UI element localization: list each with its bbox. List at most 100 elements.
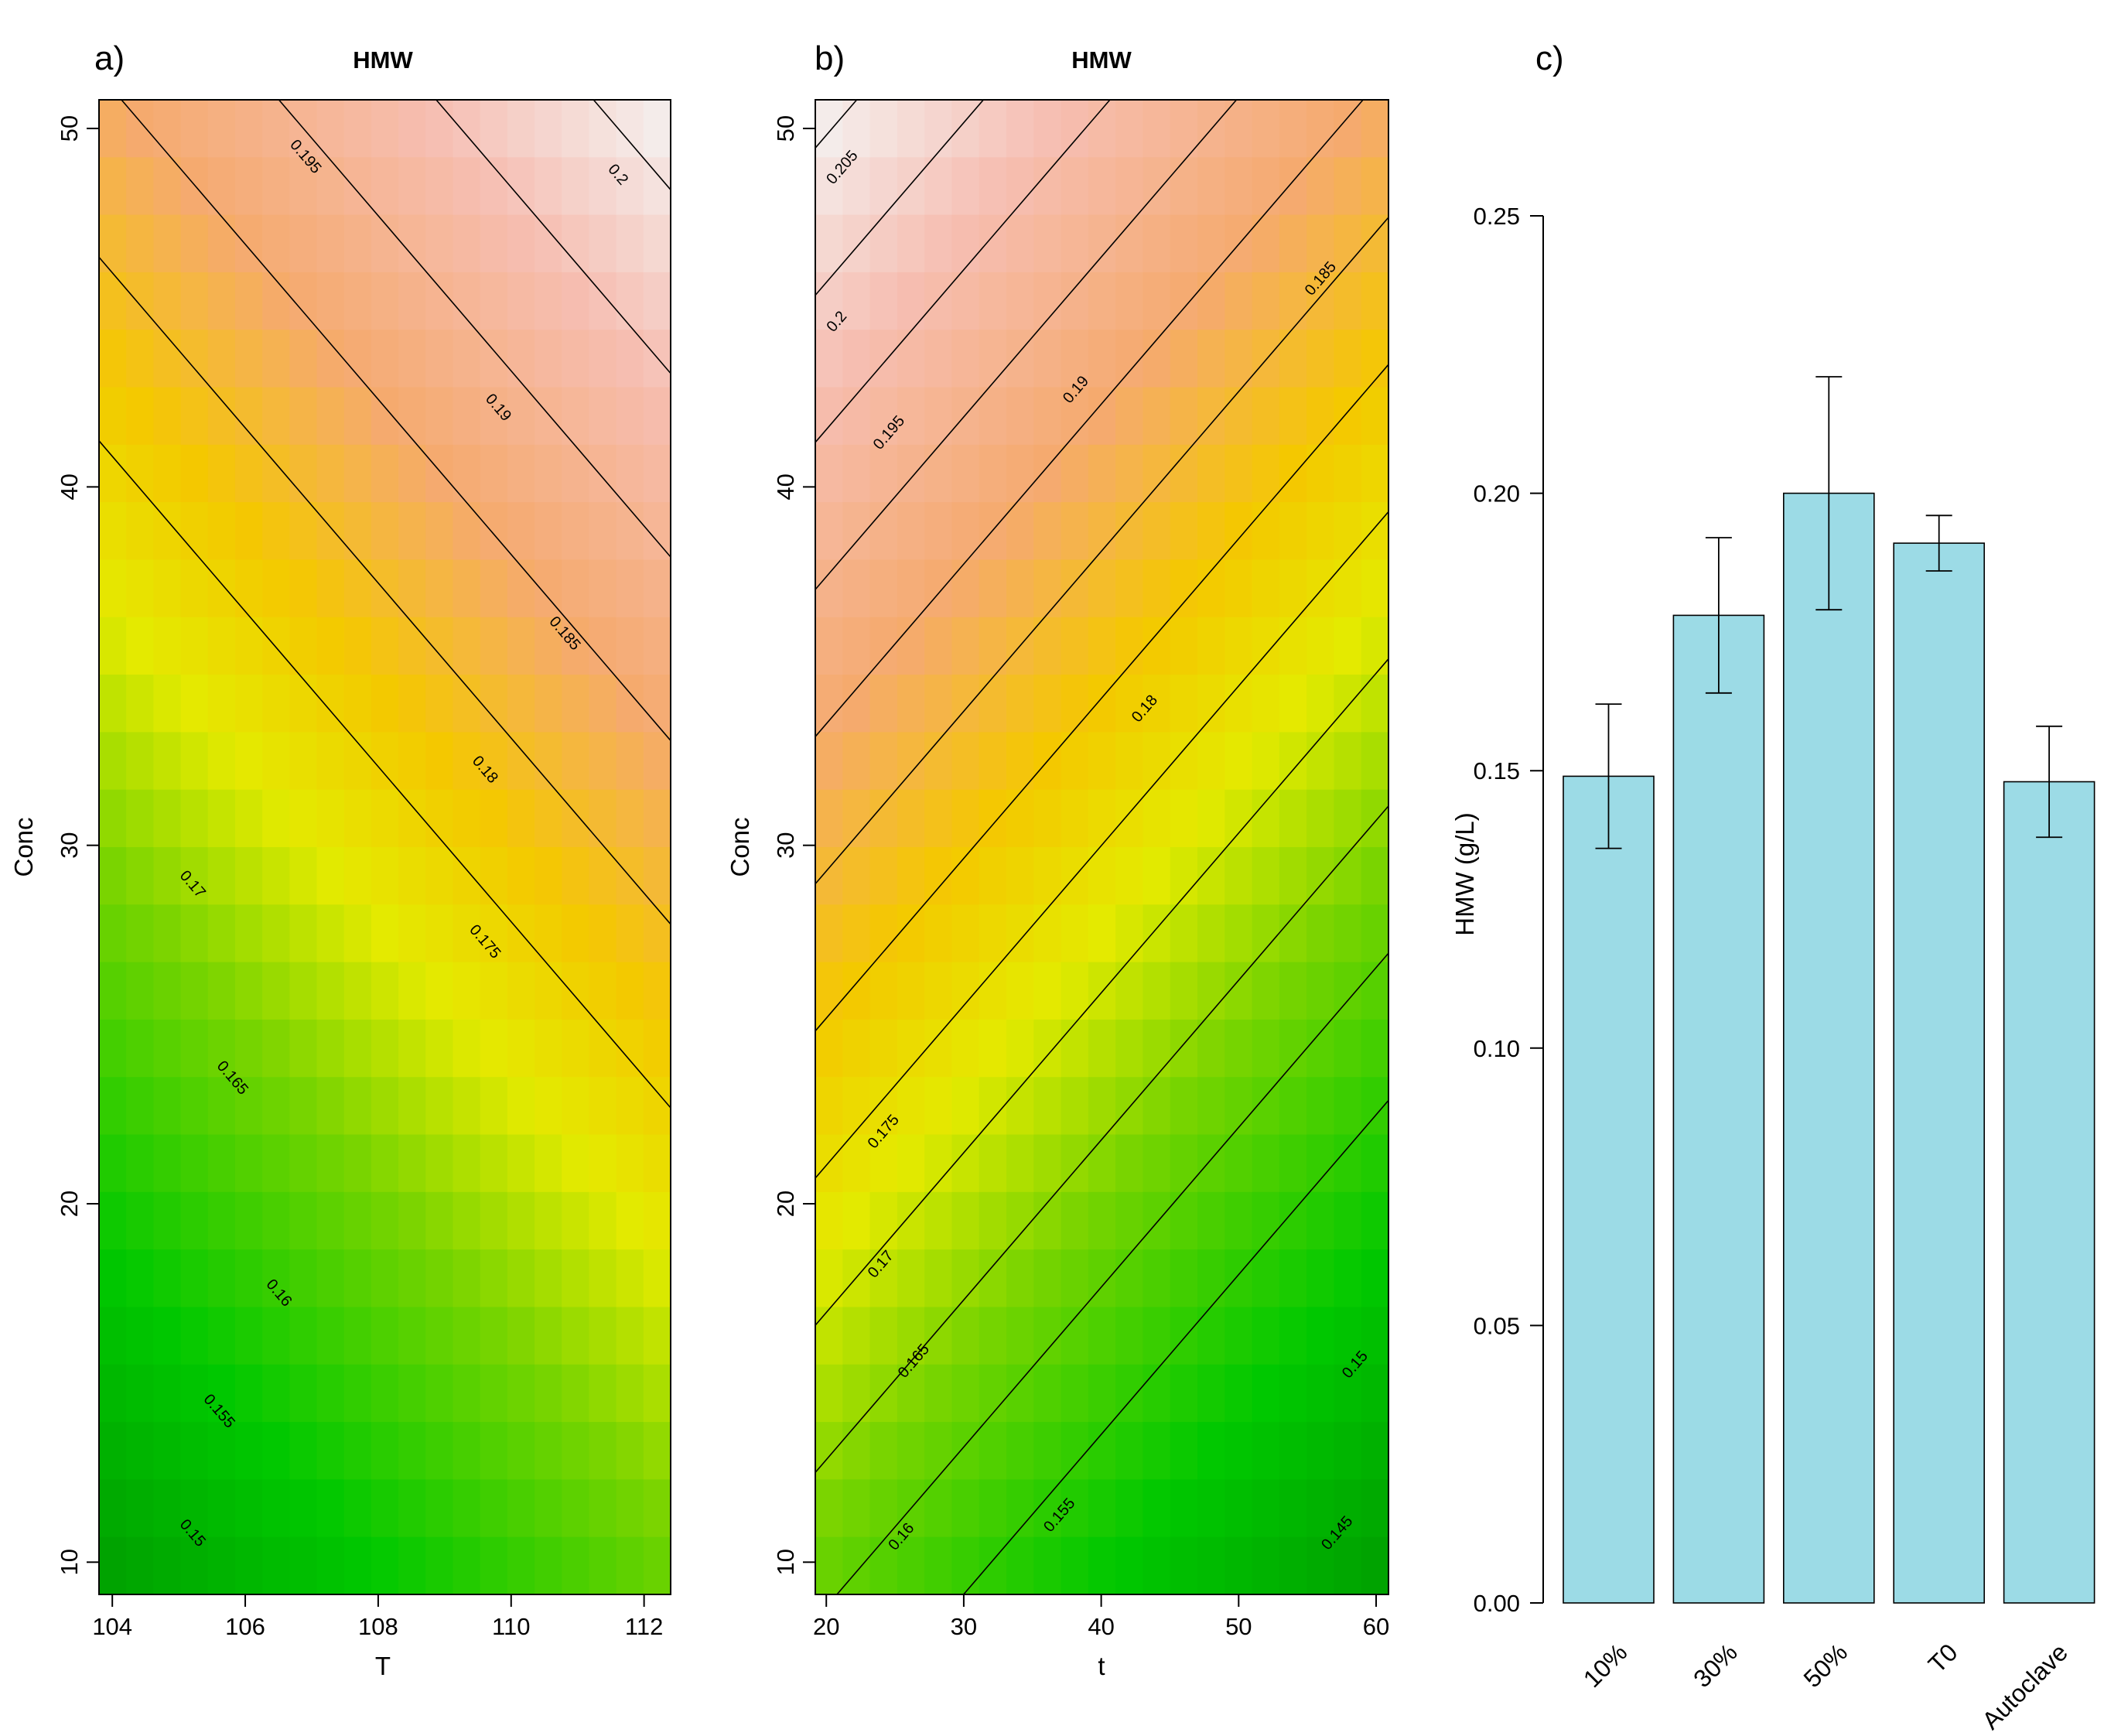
heat-cell [1361, 157, 1389, 216]
heat-cell [1334, 559, 1362, 618]
heat-cell [643, 1191, 671, 1250]
heat-cell [425, 847, 454, 906]
heat-cell [924, 1077, 953, 1136]
heat-cell [126, 502, 155, 561]
heat-cell [1088, 444, 1116, 503]
heat-cell [425, 502, 454, 561]
heat-cell [126, 1249, 155, 1308]
heat-cell [1334, 1536, 1362, 1595]
heat-cell [207, 214, 236, 273]
heat-cell [507, 1134, 535, 1193]
heat-cell [153, 1249, 182, 1308]
heat-cell [1061, 962, 1089, 1020]
heat-cell [343, 1249, 372, 1308]
heat-cell [1115, 675, 1144, 733]
heat-cell [153, 1422, 182, 1481]
heat-cell [562, 100, 590, 159]
heat-cell [1224, 1134, 1253, 1193]
heat-cell [1170, 1364, 1198, 1423]
heat-cell [1306, 444, 1335, 503]
heat-cell [951, 962, 980, 1020]
heat-cell [398, 1364, 427, 1423]
heat-cell [207, 1019, 236, 1078]
contour-line [593, 99, 671, 190]
heat-cell [343, 1307, 372, 1365]
heat-cell [589, 444, 617, 503]
heat-cell [1361, 1077, 1389, 1136]
heat-cell [289, 962, 318, 1020]
heat-cell [371, 1019, 399, 1078]
panel-c-bars [1563, 492, 2095, 1604]
heat-cell [589, 617, 617, 675]
heat-cell [371, 559, 399, 618]
heat-cell [234, 675, 263, 733]
heat-cell [371, 1479, 399, 1538]
heat-cell [897, 1249, 925, 1308]
x-tick-label: 106 [225, 1613, 265, 1640]
heat-cell [289, 1479, 318, 1538]
heat-cell [262, 444, 291, 503]
heat-cell [1143, 1364, 1171, 1423]
heat-cell [343, 502, 372, 561]
heat-cell [815, 502, 844, 561]
heat-cell [153, 1364, 182, 1423]
heat-cell [924, 904, 953, 963]
heat-cell [1088, 675, 1116, 733]
heat-cell [842, 1422, 871, 1481]
heat-cell [1170, 732, 1198, 791]
heat-cell [453, 157, 481, 216]
heat-cell [1334, 1191, 1362, 1250]
heat-cell [262, 904, 291, 963]
heat-cell [207, 1536, 236, 1595]
heat-cell [842, 789, 871, 848]
heat-cell [180, 502, 209, 561]
category-label: T0 [1923, 1638, 1963, 1678]
heat-cell [126, 1536, 155, 1595]
heat-cell [453, 1077, 481, 1136]
heat-cell [562, 1249, 590, 1308]
heat-cell [951, 1019, 980, 1078]
heat-cell [398, 1019, 427, 1078]
heat-cell [1170, 847, 1198, 906]
heat-cell [1197, 675, 1226, 733]
heat-cell [1224, 1422, 1253, 1481]
heat-cell [1033, 789, 1062, 848]
heat-cell [562, 559, 590, 618]
heat-cell [480, 962, 508, 1020]
heat-cell [1088, 1307, 1116, 1365]
heat-cell [1061, 1077, 1089, 1136]
y-tick-label: 0.20 [1474, 480, 1520, 507]
contour-line [963, 1099, 1389, 1595]
heat-cell [99, 1364, 127, 1423]
heat-cell [153, 1307, 182, 1365]
heat-cell [453, 330, 481, 388]
panel-c-y-axis: 0.00 0.05 0.10 0.15 0.20 0.25 [1474, 203, 1544, 1617]
heat-cell [924, 789, 953, 848]
heat-cell [951, 1077, 980, 1136]
heat-cell [643, 559, 671, 618]
bar [2003, 781, 2095, 1604]
heat-cell [616, 1134, 644, 1193]
heat-cell [507, 1364, 535, 1423]
heat-cell [453, 1536, 481, 1595]
heat-cell [1224, 1249, 1253, 1308]
heat-cell [207, 1191, 236, 1250]
heat-cell [1252, 1479, 1280, 1538]
heat-cell [589, 100, 617, 159]
heat-cell [153, 904, 182, 963]
heat-cell [951, 1479, 980, 1538]
heat-cell [1170, 675, 1198, 733]
heat-cell [371, 1364, 399, 1423]
heat-cell [842, 904, 871, 963]
heat-cell [562, 1422, 590, 1481]
heat-cell [1115, 502, 1144, 561]
heat-cell [842, 272, 871, 331]
heat-cell [507, 100, 535, 159]
heat-cell [1143, 1134, 1171, 1193]
heat-cell [99, 559, 127, 618]
contour-line [815, 99, 1111, 443]
heat-cell [1170, 1019, 1198, 1078]
heat-cell [897, 100, 925, 159]
heat-cell [343, 1422, 372, 1481]
heat-cell [289, 1191, 318, 1250]
